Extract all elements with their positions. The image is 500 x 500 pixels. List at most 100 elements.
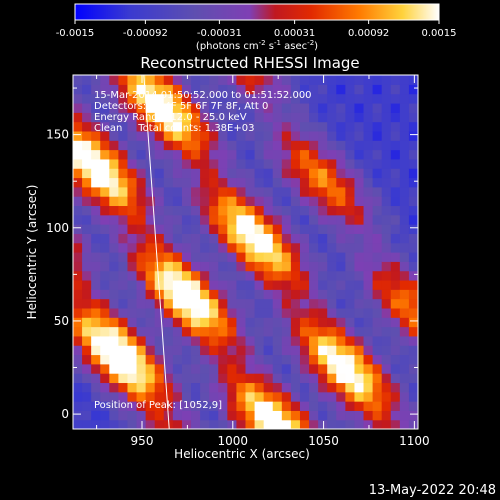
heatmap-cell — [91, 289, 101, 300]
heatmap-cell — [200, 401, 210, 411]
heatmap-cell — [218, 401, 228, 411]
heatmap-cell — [245, 168, 256, 179]
heatmap-cell — [390, 252, 401, 262]
heatmap-cell — [109, 270, 119, 281]
heatmap-cell — [127, 214, 138, 225]
heatmap-cell — [309, 345, 319, 356]
heatmap-cell — [127, 186, 138, 197]
heatmap-cell — [100, 158, 110, 169]
heatmap-cell — [154, 84, 165, 95]
heatmap-cell — [299, 130, 310, 141]
heatmap-cell — [309, 149, 319, 160]
heatmap-cell — [372, 270, 383, 281]
heatmap-cell — [399, 335, 410, 346]
heatmap-cell — [100, 186, 110, 197]
heatmap-cell — [345, 186, 356, 197]
heatmap-cell — [73, 93, 83, 104]
heatmap-cell — [272, 149, 283, 160]
heatmap-cell — [254, 168, 265, 179]
heatmap-cell — [91, 401, 101, 411]
heatmap-cell — [200, 373, 210, 384]
heatmap-cell — [145, 140, 156, 151]
heatmap-cell — [200, 196, 210, 207]
heatmap-cell — [399, 373, 410, 384]
heatmap-cell — [299, 419, 310, 429]
heatmap-cell — [281, 177, 292, 188]
heatmap-cell — [354, 158, 365, 169]
heatmap-cell — [82, 140, 92, 151]
heatmap-cell — [327, 252, 337, 262]
heatmap-cell — [136, 261, 147, 272]
heatmap-cell — [399, 130, 410, 141]
heatmap-cell — [290, 233, 301, 244]
heatmap-cell — [408, 410, 418, 421]
heatmap-cell — [191, 224, 201, 234]
heatmap-cell — [254, 214, 265, 225]
heatmap-cell — [281, 252, 292, 262]
heatmap-cell — [399, 93, 410, 104]
heatmap-cell — [345, 373, 356, 384]
heatmap-cell — [218, 177, 228, 188]
heatmap-cell — [399, 149, 410, 160]
heatmap-cell — [118, 233, 129, 244]
heatmap-cell — [200, 289, 210, 300]
heatmap-cell — [318, 335, 328, 346]
heatmap-cell — [390, 93, 401, 104]
colorbar-tick-label: -0.00031 — [197, 28, 242, 39]
heatmap-cell — [154, 158, 165, 169]
heatmap-cell — [127, 84, 138, 95]
heatmap-cell — [381, 140, 392, 151]
heatmap-cell — [363, 326, 374, 337]
heatmap-cell — [218, 121, 228, 132]
heatmap-cell — [73, 121, 83, 132]
heatmap-cell — [381, 261, 392, 272]
heatmap-cell — [127, 196, 138, 207]
heatmap-cell — [209, 149, 219, 160]
heatmap-cell — [299, 289, 310, 300]
heatmap-cell — [272, 121, 283, 132]
heatmap-cell — [408, 261, 418, 272]
heatmap-cell — [281, 214, 292, 225]
heatmap-cell — [327, 335, 337, 346]
heatmap-cell — [408, 233, 418, 244]
heatmap-cell — [408, 93, 418, 104]
heatmap-cell — [309, 233, 319, 244]
heatmap-cell — [318, 121, 328, 132]
heatmap-cell — [91, 317, 101, 328]
heatmap-cell — [127, 401, 138, 411]
heatmap-cell — [354, 75, 365, 85]
heatmap-cell — [118, 419, 129, 429]
heatmap-cell — [163, 261, 174, 272]
heatmap-cell — [399, 102, 410, 113]
heatmap-cell — [200, 186, 210, 197]
heatmap-cell — [82, 121, 92, 132]
heatmap-cell — [263, 289, 274, 300]
heatmap-cell — [127, 345, 138, 356]
heatmap-cell — [73, 233, 83, 244]
heatmap-cell — [299, 270, 310, 281]
heatmap-cell — [272, 130, 283, 141]
heatmap-cell — [73, 196, 83, 207]
heatmap-cell — [290, 196, 301, 207]
heatmap-cell — [127, 279, 138, 290]
heatmap-cell — [109, 84, 119, 95]
heatmap-cell — [118, 298, 129, 309]
heatmap-cell — [218, 158, 228, 169]
heatmap-cell — [363, 335, 374, 346]
heatmap-cell — [73, 84, 83, 95]
heatmap-cell — [100, 149, 110, 160]
heatmap-cell — [73, 214, 83, 225]
heatmap-cell — [209, 354, 219, 365]
heatmap-cell — [227, 130, 238, 141]
heatmap-cell — [200, 112, 210, 123]
heatmap-cell — [254, 130, 265, 141]
heatmap-cell — [399, 196, 410, 207]
heatmap-cell — [372, 410, 383, 421]
heatmap-cell — [200, 279, 210, 290]
heatmap-cell — [163, 149, 174, 160]
heatmap-cell — [200, 261, 210, 272]
heatmap-cell — [109, 373, 119, 384]
heatmap-cell — [336, 93, 346, 104]
heatmap-cell — [408, 345, 418, 356]
heatmap-cell — [82, 149, 92, 160]
